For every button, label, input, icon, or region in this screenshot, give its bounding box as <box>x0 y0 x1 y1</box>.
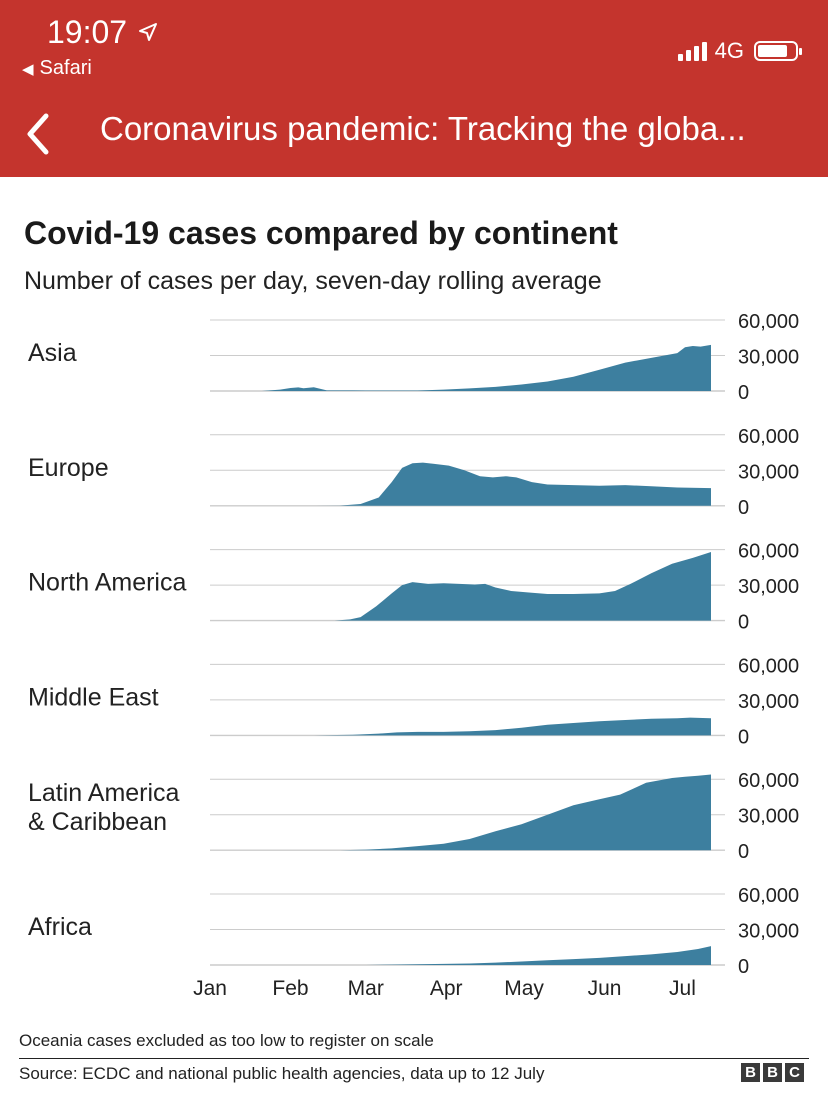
area-series-latin-america-caribbean <box>210 774 711 851</box>
series-label: Asia <box>28 339 77 367</box>
x-tick-label: Apr <box>430 977 463 1000</box>
y-tick-label: 30,000 <box>738 576 799 598</box>
x-tick-label: Jun <box>588 977 622 1000</box>
area-series-africa <box>210 946 711 965</box>
bbc-logo: B B C <box>741 1063 804 1082</box>
y-tick-label: 0 <box>738 612 749 634</box>
x-tick-label: Mar <box>348 977 384 1000</box>
y-tick-label: 0 <box>738 956 749 978</box>
y-tick-label: 0 <box>738 726 749 748</box>
back-to-app-link[interactable]: ◀ Safari <box>22 57 92 80</box>
y-tick-label: 60,000 <box>738 426 799 448</box>
area-series-europe <box>210 462 711 506</box>
bbc-logo-letter: B <box>741 1063 760 1082</box>
chart-title: Covid-19 cases compared by continent <box>24 215 618 251</box>
app-header: 19:07 ◀ Safari 4G Coronavirus pandemic: T… <box>0 0 828 177</box>
x-tick-label: Jul <box>669 977 696 1000</box>
source-text: Source: ECDC and national public health … <box>19 1064 545 1083</box>
back-triangle-icon: ◀ <box>22 61 34 78</box>
bbc-logo-letter: B <box>763 1063 782 1082</box>
x-tick-label: May <box>504 977 544 1000</box>
area-series-north-america <box>210 552 711 621</box>
chart-note: Oceania cases excluded as too low to reg… <box>19 1031 434 1050</box>
series-label: North America <box>28 569 186 597</box>
back-chevron-icon[interactable] <box>22 112 52 156</box>
location-arrow-icon <box>139 23 157 41</box>
series-label: Latin America <box>28 779 180 807</box>
y-tick-label: 60,000 <box>738 655 799 677</box>
network-type: 4G <box>714 38 744 63</box>
y-tick-label: 60,000 <box>738 541 799 563</box>
series-label: Middle East <box>28 683 159 711</box>
page-title: Coronavirus pandemic: Tracking the globa… <box>100 110 746 147</box>
series-label: & Caribbean <box>28 808 167 836</box>
y-tick-label: 30,000 <box>738 347 799 369</box>
y-tick-label: 60,000 <box>738 885 799 907</box>
x-tick-label: Jan <box>193 977 227 1000</box>
y-tick-label: 60,000 <box>738 311 799 333</box>
area-series-middle-east <box>210 717 711 736</box>
y-tick-label: 60,000 <box>738 770 799 792</box>
footer-divider <box>19 1058 809 1059</box>
signal-icon <box>677 41 707 61</box>
status-time: 19:07 <box>47 14 128 50</box>
series-label: Africa <box>28 913 92 941</box>
y-tick-label: 0 <box>738 841 749 863</box>
bbc-logo-letter: C <box>785 1063 804 1082</box>
back-app-label: Safari <box>39 57 92 79</box>
x-tick-label: Feb <box>272 977 308 1000</box>
status-indicators: 4G <box>677 38 802 64</box>
y-tick-label: 0 <box>738 497 749 519</box>
y-tick-label: 30,000 <box>738 691 799 713</box>
y-tick-label: 30,000 <box>738 921 799 943</box>
area-series-asia <box>210 344 711 391</box>
continent-area-charts: 0 30,000 60,000 Asia 0 30,000 60,000 Europe 0 30,… <box>28 311 799 1000</box>
chart-subtitle: Number of cases per day, seven-day rolli… <box>24 267 602 295</box>
y-tick-label: 30,000 <box>738 461 799 483</box>
y-tick-label: 30,000 <box>738 806 799 828</box>
battery-icon <box>754 41 802 61</box>
y-tick-label: 0 <box>738 382 749 404</box>
series-label: Europe <box>28 454 109 482</box>
